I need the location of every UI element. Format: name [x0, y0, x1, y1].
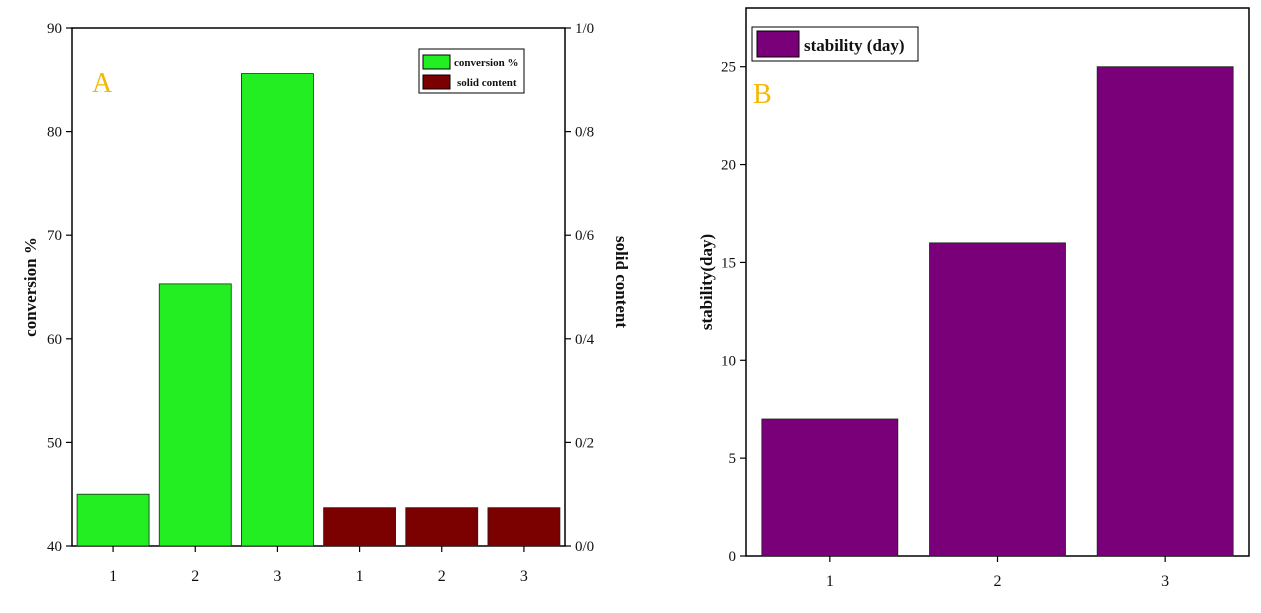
chart-a-y-axis-label: conversion % [21, 237, 40, 337]
chart-a-x-tick-label: 1 [109, 568, 117, 585]
chart-a-bar-solid-3 [487, 507, 561, 547]
chart-a-y-tick-label: 70 [47, 228, 62, 244]
chart-b-bar-2 [929, 242, 1066, 557]
chart-a-y-right-tick-label: 0/8 [575, 125, 594, 141]
chart-b-y-tick-label: 0 [729, 549, 737, 565]
chart-a-x-tick-label: 1 [356, 568, 364, 585]
chart-a-x-tick-label: 2 [438, 568, 446, 585]
chart-b-legend: stability (day) [751, 26, 919, 62]
chart-b-x-tick-label: 1 [826, 573, 834, 590]
chart-a-x-tick-label: 3 [273, 568, 281, 585]
chart-a-y-tick-label: 80 [47, 125, 62, 141]
chart-b-y-tick-label: 20 [721, 158, 736, 174]
chart-a-legend-swatch-solid [422, 74, 451, 90]
chart-a-y-tick-label: 60 [47, 332, 62, 348]
chart-a-y-tick-label: 40 [47, 539, 62, 555]
chart-a-y-right-tick-label: 0/6 [575, 228, 595, 244]
chart-a-bar-solid-2 [405, 507, 479, 547]
chart-a-y-tick-label: 90 [47, 21, 62, 37]
chart-b-legend-swatch [756, 30, 800, 58]
chart-a-bar-conversion-2 [158, 283, 232, 547]
chart-a-legend-label-solid: solid content [457, 77, 517, 89]
chart-b-y-axis-label: stability(day) [697, 234, 716, 330]
chart-a-legend: conversion % solid content [418, 48, 525, 94]
chart-a-x-tick-label: 3 [520, 568, 528, 585]
chart-b: 0 5 10 15 20 25 1 2 3 B stability(day) stabilit… [697, 7, 1250, 590]
chart-a-y-axis-label-right: solid content [612, 236, 631, 328]
chart-a-panel-label: A [92, 68, 113, 99]
chart-b-y-tick-label: 15 [721, 255, 736, 271]
chart-a-legend-label-conversion: conversion % [454, 57, 518, 69]
chart-a-bar-conversion-3 [241, 73, 314, 547]
chart-b-legend-label: stability (day) [804, 36, 905, 55]
chart-b-bar-3 [1096, 66, 1234, 557]
chart-b-x-tick-label: 3 [1161, 573, 1169, 590]
chart-a-plot-frame [71, 27, 566, 547]
chart-a-y-right-tick-label: 0/0 [575, 539, 594, 555]
chart-a-bar-solid-1 [323, 507, 396, 547]
chart-a-legend-swatch-conversion [422, 54, 451, 70]
chart-a-x-tick-label: 2 [191, 568, 199, 585]
chart-b-y-tick-label: 10 [721, 353, 736, 369]
chart-a-y-right-tick-label: 1/0 [575, 21, 594, 37]
chart-b-x-tick-label: 2 [994, 573, 1002, 590]
chart-b-y-tick-label: 5 [729, 451, 737, 467]
chart-a-y-right-tick-label: 0/2 [575, 435, 594, 451]
chart-a-y-right-tick-label: 0/4 [575, 332, 595, 348]
chart-b-panel-label: B [753, 79, 772, 110]
chart-b-y-tick-label: 25 [721, 60, 736, 76]
chart-a: 40 50 60 70 80 90 0/0 0/2 0/4 0/6 0/8 1/0 1 2 3 1 2 3 A… [21, 21, 631, 585]
chart-a-y-tick-label: 50 [47, 435, 62, 451]
chart-a-bar-conversion-1 [76, 493, 150, 547]
chart-b-bar-1 [761, 418, 899, 557]
